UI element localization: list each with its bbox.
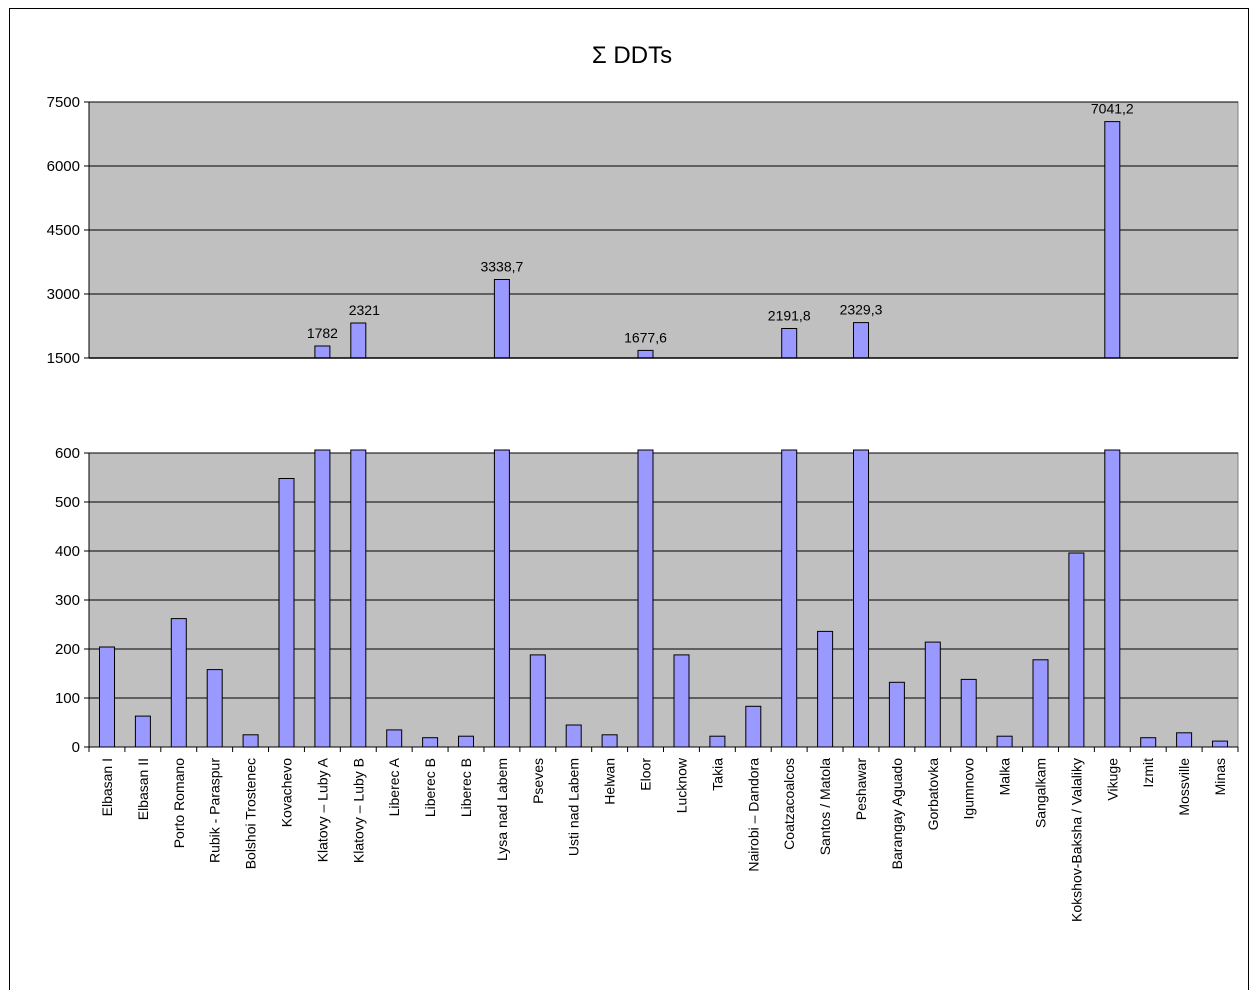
data-label: 7041,2: [1091, 101, 1134, 117]
upper-y-tick-label: 6000: [47, 158, 80, 175]
category-label: Barangay Aguado: [889, 758, 905, 870]
category-label: Minas: [1212, 758, 1228, 795]
lower-y-tick-label: 100: [55, 690, 80, 707]
lower-bar: [1032, 659, 1049, 748]
lower-bar: [422, 737, 439, 748]
lower-bar: [888, 681, 905, 748]
upper-y-tick-label: 7500: [47, 94, 80, 111]
data-label: 2329,3: [840, 302, 883, 318]
upper-bar: [314, 345, 331, 359]
lower-bar: [924, 641, 941, 748]
lower-bar: [1212, 740, 1228, 748]
lower-bar: [278, 478, 295, 748]
lower-bar: [673, 654, 690, 748]
category-label: Klatovy – Luby B: [350, 758, 366, 863]
category-label: Lysa nad Labem: [494, 758, 510, 861]
category-label: Gorbatovka: [925, 758, 941, 831]
category-label: Takia: [709, 758, 725, 791]
category-label: Rubik - Paraspur: [207, 758, 223, 863]
category-label: Usti nad Labem: [566, 758, 582, 856]
category-label: Kokshov-Baksha / Valaliky: [1068, 758, 1084, 922]
category-label: Santos / Matola: [817, 758, 833, 855]
data-label: 2191,8: [768, 308, 811, 324]
upper-y-tick-label: 1500: [47, 350, 80, 367]
category-label: Helwan: [602, 758, 618, 805]
lower-bar: [458, 735, 474, 748]
lower-bar: [565, 724, 582, 748]
lower-bar: [134, 715, 151, 748]
lower-bar: [206, 669, 223, 748]
lower-bar: [996, 735, 1013, 748]
lower-bar: [709, 735, 726, 748]
data-label: 2321: [349, 302, 380, 318]
data-label: 1782: [307, 325, 338, 341]
category-label: Igumnovo: [961, 758, 977, 820]
category-label: Eloor: [638, 758, 654, 791]
lower-bar: [745, 705, 762, 748]
category-label: Peshawar: [853, 758, 869, 821]
category-label: Klatovy – Luby A: [314, 757, 330, 862]
lower-y-tick-label: 0: [72, 739, 80, 756]
category-label: Lucknow: [673, 757, 689, 813]
category-label: Vikuge: [1104, 758, 1120, 801]
chart-title: Σ DDTs: [592, 42, 672, 69]
lower-bar: [1068, 552, 1085, 748]
lower-bar: [601, 734, 618, 748]
category-label: Malka: [997, 758, 1013, 796]
upper-bar: [781, 328, 798, 359]
category-label: Elbasan I: [99, 758, 115, 816]
upper-bar: [853, 322, 869, 359]
lower-bar: [99, 646, 115, 748]
upper-y-tick-label: 3000: [47, 286, 80, 303]
lower-bar: [853, 449, 869, 748]
lower-y-tick-label: 400: [55, 543, 80, 560]
upper-bar: [350, 322, 367, 359]
category-label: Nairobi – Dandora: [745, 758, 761, 872]
category-label: Bolshoi Trostenec: [243, 758, 259, 869]
category-label: Liberec A: [386, 757, 402, 816]
lower-bar: [1140, 737, 1157, 748]
category-label: Sangalkam: [1033, 758, 1049, 828]
lower-bar: [242, 734, 259, 748]
category-label: Mossville: [1176, 758, 1192, 816]
lower-y-tick-label: 500: [55, 494, 80, 511]
data-label: 3338,7: [480, 259, 523, 275]
upper-bar: [493, 279, 510, 359]
lower-bar: [1176, 732, 1193, 748]
lower-bar: [350, 449, 367, 748]
category-label: Kovachevo: [278, 758, 294, 827]
category-label: Elbasan II: [135, 758, 151, 820]
category-label: Pseves: [530, 758, 546, 804]
lower-bar: [817, 630, 834, 748]
upper-bar: [637, 349, 654, 359]
upper-bar: [1104, 121, 1121, 359]
lower-bar: [960, 678, 977, 748]
lower-y-tick-label: 200: [55, 641, 80, 658]
lower-bar: [386, 729, 403, 748]
lower-bar: [170, 618, 187, 748]
data-label: 1677,6: [624, 329, 667, 345]
category-label: Liberec B: [458, 758, 474, 817]
upper-y-tick-label: 4500: [47, 222, 80, 239]
lower-bar: [314, 449, 331, 748]
lower-bar: [637, 449, 654, 748]
lower-bar: [781, 449, 798, 748]
lower-bar: [1104, 449, 1121, 748]
lower-y-tick-label: 600: [55, 445, 80, 462]
category-label: Porto Romano: [171, 758, 187, 848]
category-label: Liberec B: [422, 758, 438, 817]
category-label: Izmit: [1140, 758, 1156, 788]
lower-bar: [529, 654, 546, 748]
lower-y-tick-label: 300: [55, 592, 80, 609]
category-label: Coatzacoalcos: [781, 758, 797, 850]
lower-bar: [493, 449, 510, 748]
